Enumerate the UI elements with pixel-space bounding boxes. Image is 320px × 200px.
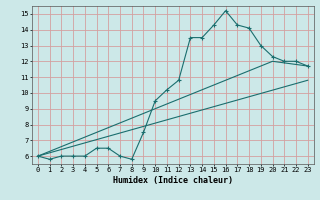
X-axis label: Humidex (Indice chaleur): Humidex (Indice chaleur) <box>113 176 233 185</box>
